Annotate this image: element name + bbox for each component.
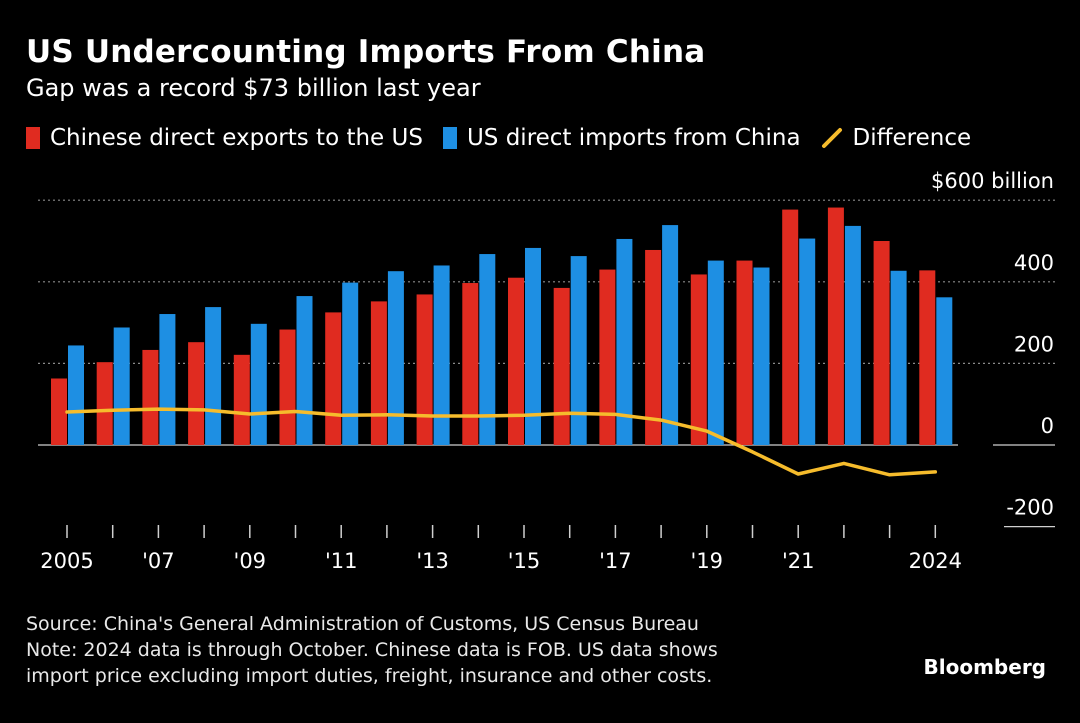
bar-us-imports-2015 xyxy=(525,247,541,445)
bar-chinese-exports-2020 xyxy=(736,260,753,445)
bar-us-imports-2019 xyxy=(707,260,724,445)
difference-line xyxy=(65,407,938,477)
legend: Chinese direct exports to the US US dire… xyxy=(26,124,991,152)
y-tick-label: 0 xyxy=(1041,414,1054,438)
source-line-1: Source: China's General Administration o… xyxy=(26,613,699,635)
bar-chinese-exports-2018 xyxy=(645,249,662,445)
bar-chinese-exports-2013 xyxy=(416,294,433,445)
x-tick-label: 2005 xyxy=(40,549,93,573)
bar-chinese-exports-2019 xyxy=(690,274,707,445)
x-tick-label: '13 xyxy=(416,549,449,573)
x-tick-label: 2024 xyxy=(909,549,962,573)
legend-item-chinese-exports: Chinese direct exports to the US xyxy=(26,125,423,151)
bar-chinese-exports-2011 xyxy=(325,312,342,445)
bar-chinese-exports-2005 xyxy=(51,378,67,445)
legend-label-difference: Difference xyxy=(852,125,972,151)
bar-us-imports-2021 xyxy=(799,238,816,445)
bar-chinese-exports-2012 xyxy=(370,301,387,445)
chart-title: US Undercounting Imports From China xyxy=(26,34,706,70)
bar-us-imports-2022 xyxy=(844,225,861,445)
bar-us-imports-2007 xyxy=(159,314,176,445)
source-line-3: import price excluding import duties, fr… xyxy=(26,665,713,687)
legend-line-difference xyxy=(821,128,842,148)
x-tick-label: '19 xyxy=(691,549,724,573)
bar-chinese-exports-2007 xyxy=(142,349,159,445)
source-note: Source: China's General Administration o… xyxy=(26,611,718,689)
bar-chinese-exports-2023 xyxy=(873,241,890,445)
chart-subtitle: Gap was a record $73 billion last year xyxy=(26,74,481,102)
legend-swatch-chinese-exports xyxy=(26,127,40,149)
chart-plot: $600 billion 400 200 0 -200 2005 '07 '09 '11 '13 '… xyxy=(38,169,1055,573)
bar-chinese-exports-2024 xyxy=(919,270,936,445)
bloomberg-logo: Bloomberg xyxy=(923,655,1046,679)
bar-us-imports-2009 xyxy=(250,323,267,445)
legend-swatch-us-imports xyxy=(442,127,457,149)
x-tick-label: '17 xyxy=(599,549,632,573)
x-tick-label: '21 xyxy=(782,549,815,573)
bar-us-imports-2023 xyxy=(890,270,907,445)
source-line-2: Note: 2024 data is through October. Chin… xyxy=(26,639,718,661)
bar-chinese-exports-2021 xyxy=(782,209,799,445)
bar-us-imports-2024 xyxy=(936,297,953,445)
bar-us-imports-2011 xyxy=(342,282,359,445)
legend-label-us-imports: US direct imports from China xyxy=(466,125,801,151)
bar-us-imports-2008 xyxy=(205,307,222,445)
bar-chinese-exports-2015 xyxy=(508,277,524,445)
bar-chinese-exports-2016 xyxy=(553,287,570,445)
y-tick-label: -200 xyxy=(1006,496,1054,520)
bar-us-imports-2012 xyxy=(387,271,404,445)
x-tick-label: '07 xyxy=(142,549,175,573)
bar-chinese-exports-2010 xyxy=(279,329,296,445)
y-tick-label: 200 xyxy=(1014,332,1054,356)
y-tick-label: 400 xyxy=(1014,251,1054,275)
bar-chinese-exports-2022 xyxy=(827,207,844,445)
legend-item-difference: Difference xyxy=(821,125,972,151)
x-tick-label: '15 xyxy=(508,549,541,573)
bar-chinese-exports-2009 xyxy=(233,354,250,445)
x-tick-label: '09 xyxy=(234,549,267,573)
bar-chinese-exports-2014 xyxy=(462,283,479,445)
legend-item-us-imports: US direct imports from China xyxy=(442,125,801,151)
x-tick-label: '11 xyxy=(325,549,358,573)
bar-chinese-exports-2008 xyxy=(188,342,205,445)
difference-line-group xyxy=(65,407,938,477)
axes: $600 billion 400 200 0 -200 2005 '07 '09 '11 '13 '… xyxy=(40,169,1054,573)
y-tick-label: $600 billion xyxy=(931,169,1054,193)
bar-us-imports-2006 xyxy=(113,327,130,445)
bar-us-imports-2016 xyxy=(570,256,587,445)
bar-us-imports-2018 xyxy=(662,225,679,445)
bar-us-imports-2010 xyxy=(296,296,313,445)
bar-chinese-exports-2006 xyxy=(96,362,113,445)
bar-chinese-exports-2017 xyxy=(599,269,616,445)
bar-us-imports-2020 xyxy=(753,267,770,445)
bar-us-imports-2005 xyxy=(68,345,84,445)
bar-us-imports-2013 xyxy=(433,265,450,445)
bar-us-imports-2014 xyxy=(479,254,496,445)
bar-us-imports-2017 xyxy=(616,238,633,445)
legend-label-chinese-exports: Chinese direct exports to the US xyxy=(50,125,423,151)
